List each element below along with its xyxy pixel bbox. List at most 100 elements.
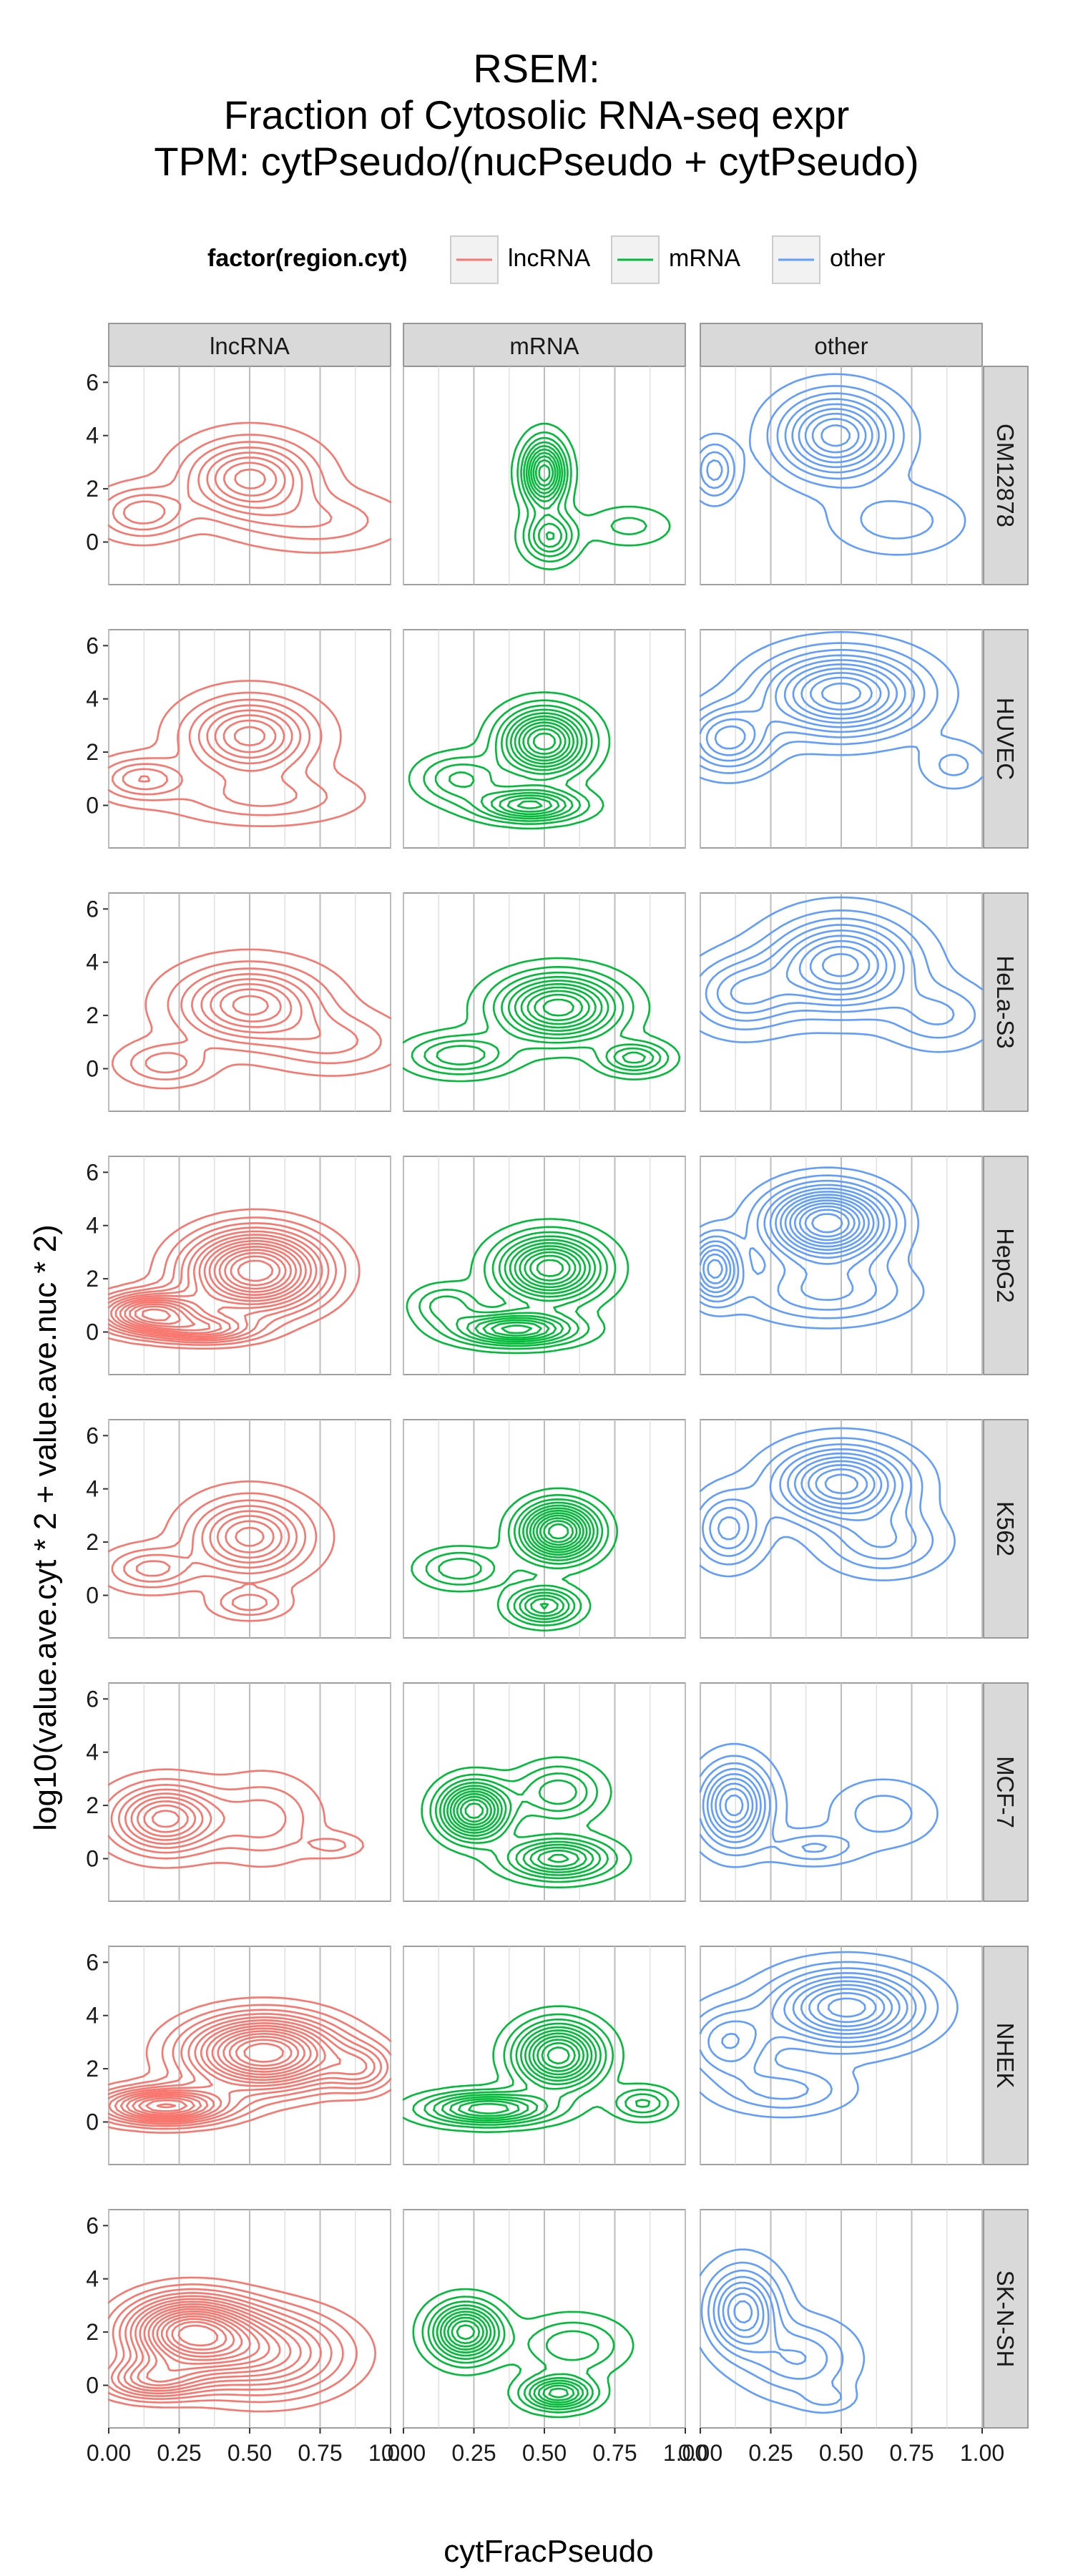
contour-line-sk-n-sh-lncrna-level-7 xyxy=(129,2301,302,2389)
contour-line-sk-n-sh-other-level-4 xyxy=(712,2275,807,2366)
y-tick-label-mcf-7-0: 0 xyxy=(86,1845,99,1871)
panel-hepg2-other xyxy=(699,1156,983,1375)
contour-line-nhek-other-level-5 xyxy=(721,1976,908,2049)
contour-line-hepg2-lncrna-level-12 xyxy=(142,1252,287,1322)
contour-line-sk-n-sh-mrna-level-7 xyxy=(443,2313,575,2401)
contour-line-huvec-other-level-2 xyxy=(699,642,969,776)
contour-line-sk-n-sh-mrna-level-8 xyxy=(446,2316,569,2399)
col-strip-other xyxy=(700,323,983,367)
y-tick-label-sk-n-sh-1: 2 xyxy=(86,2319,99,2345)
contour-line-sk-n-sh-lncrna-level-16 xyxy=(177,2324,218,2347)
contour-line-mcf-7-mrna-level-1 xyxy=(421,1756,632,1888)
chart-title: RSEM: Fraction of Cytosolic RNA-seq expr… xyxy=(154,46,918,184)
contour-line-huvec-lncrna-level-1 xyxy=(107,680,366,827)
contour-line-k562-lncrna-level-5 xyxy=(209,1510,290,1563)
contour-line-gm12878-lncrna-level-6 xyxy=(214,457,286,503)
row-strip-k562 xyxy=(983,1419,1029,1639)
y-tick-label-hepg2-3: 6 xyxy=(86,1159,99,1185)
contour-line-hela-s3-other-level-3 xyxy=(705,917,955,1025)
contour-line-nhek-lncrna-level-3 xyxy=(107,2009,389,2127)
contour-line-sk-n-sh-lncrna-level-10 xyxy=(147,2308,270,2372)
contour-line-sk-n-sh-mrna-level-1 xyxy=(412,2288,635,2419)
y-tick-label-gm12878-3: 6 xyxy=(86,369,99,395)
contour-line-hepg2-other-level-7 xyxy=(702,1194,875,1284)
contour-line-hela-s3-lncrna-level-8 xyxy=(232,995,269,1016)
contour-line-mcf-7-other-level-1 xyxy=(699,1742,939,1868)
row-strip-sk-n-sh xyxy=(983,2209,1029,2429)
y-tick-label-hela-s3-1: 2 xyxy=(86,1002,99,1028)
contour-line-k562-lncrna-level-1 xyxy=(107,1480,335,1622)
row-strip-mcf-7 xyxy=(983,1682,1029,1902)
contour-line-gm12878-mrna-level-5 xyxy=(525,444,564,548)
contour-line-gm12878-lncrna-level-1 xyxy=(107,421,392,554)
panel-gm12878-lncrna xyxy=(107,366,392,585)
x-tick-label-lncrna-2: 0.50 xyxy=(227,2440,272,2466)
contour-line-k562-mrna-level-8 xyxy=(532,1512,584,1551)
col-strip-label-mrna: mRNA xyxy=(509,333,579,359)
contour-line-hela-s3-mrna-level-9 xyxy=(534,993,584,1022)
contour-line-mcf-7-other-level-2 xyxy=(699,1755,913,1860)
contour-line-hepg2-lncrna-level-7 xyxy=(114,1236,312,1336)
contour-line-mcf-7-mrna-level-3 xyxy=(435,1772,609,1880)
contour-line-huvec-other-level-9 xyxy=(809,676,873,711)
contour-line-k562-lncrna-level-7 xyxy=(225,1520,275,1553)
contour-line-nhek-mrna-level-7 xyxy=(458,2032,589,2117)
contour-line-k562-mrna-level-2 xyxy=(425,1493,609,1626)
contour-line-sk-n-sh-other-level-7 xyxy=(727,2293,760,2332)
contour-line-hepg2-mrna-level-8 xyxy=(491,1248,582,1337)
contour-line-gm12878-other-level-4 xyxy=(706,398,887,482)
y-tick-label-mcf-7-3: 6 xyxy=(86,1686,99,1712)
contour-line-nhek-other-level-3 xyxy=(699,1967,926,2100)
contour-line-huvec-mrna-level-1 xyxy=(408,691,611,830)
y-tick-label-nhek-3: 6 xyxy=(86,1949,99,1975)
col-strip-label-other: other xyxy=(814,333,868,359)
contour-line-huvec-mrna-level-11 xyxy=(532,732,556,751)
legend: factor(region.cyt) lncRNA mRNA other xyxy=(207,235,886,284)
contour-line-k562-lncrna-level-3 xyxy=(123,1499,307,1611)
contour-line-gm12878-mrna-level-10 xyxy=(538,464,551,482)
contour-line-huvec-mrna-level-4 xyxy=(449,708,588,820)
x-tick-label-other-4: 1.00 xyxy=(960,2440,1004,2466)
contour-line-hela-s3-mrna-level-7 xyxy=(520,986,597,1029)
legend-label-mrna: mRNA xyxy=(669,245,740,272)
row-strip-label-hepg2: HepG2 xyxy=(992,1228,1019,1303)
contour-line-sk-n-sh-lncrna-level-14 xyxy=(165,2318,235,2354)
y-tick-label-k562-1: 2 xyxy=(86,1529,99,1555)
contour-line-hepg2-other-level-10 xyxy=(793,1202,861,1244)
contour-line-sk-n-sh-mrna-level-6 xyxy=(439,2311,579,2404)
contour-line-huvec-lncrna-level-8 xyxy=(233,726,266,746)
row-strip-label-nhek: NHEK xyxy=(992,2023,1019,2089)
x-tick-label-other-1: 0.25 xyxy=(748,2440,793,2466)
contour-line-hepg2-lncrna-level-9 xyxy=(124,1243,302,1332)
contour-line-hela-s3-lncrna-level-1 xyxy=(112,948,392,1090)
contour-line-huvec-lncrna-level-2 xyxy=(107,691,328,816)
contour-line-nhek-mrna-level-8 xyxy=(468,2035,585,2114)
contour-line-mcf-7-mrna-level-4 xyxy=(439,1779,602,1876)
contour-line-hepg2-other-level-12 xyxy=(804,1209,850,1238)
y-tick-label-gm12878-1: 2 xyxy=(86,476,99,502)
contour-line-huvec-other-level-7 xyxy=(792,668,890,720)
contour-line-gm12878-lncrna-level-3 xyxy=(112,441,333,531)
contour-line-huvec-mrna-level-2 xyxy=(423,699,600,825)
x-tick-label-lncrna-3: 0.75 xyxy=(298,2440,342,2466)
contour-line-gm12878-other-level-9 xyxy=(820,424,851,447)
contour-line-gm12878-other-level-7 xyxy=(804,412,867,459)
contour-line-sk-n-sh-lncrna-level-11 xyxy=(152,2310,260,2365)
x-tick-label-mrna-3: 0.75 xyxy=(592,2440,637,2466)
contour-line-gm12878-other-level-8 xyxy=(811,418,860,454)
contour-line-huvec-other-level-6 xyxy=(714,663,898,750)
contour-line-mcf-7-lncrna-level-1 xyxy=(107,1768,364,1869)
contour-line-k562-other-level-6 xyxy=(793,1456,889,1515)
title-line-3: TPM: cytPseudo/(nucPseudo + cytPseudo) xyxy=(154,139,918,184)
contour-line-hela-s3-other-level-7 xyxy=(798,940,879,990)
row-strip-label-hela-s3: HeLa-S3 xyxy=(992,955,1019,1048)
row-strip-hela-s3 xyxy=(983,892,1029,1112)
contour-line-gm12878-lncrna-level-7 xyxy=(222,462,278,497)
contour-line-k562-other-level-5 xyxy=(717,1452,896,1541)
contour-line-huvec-mrna-level-5 xyxy=(491,712,583,818)
contour-line-hela-s3-mrna-level-5 xyxy=(507,980,646,1064)
x-axis-label: cytFracPseudo xyxy=(444,2534,653,2569)
contour-line-mcf-7-mrna-level-2 xyxy=(429,1765,619,1883)
contour-line-sk-n-sh-mrna-level-10 xyxy=(456,2324,476,2341)
contour-line-sk-n-sh-mrna-level-3 xyxy=(427,2301,599,2411)
